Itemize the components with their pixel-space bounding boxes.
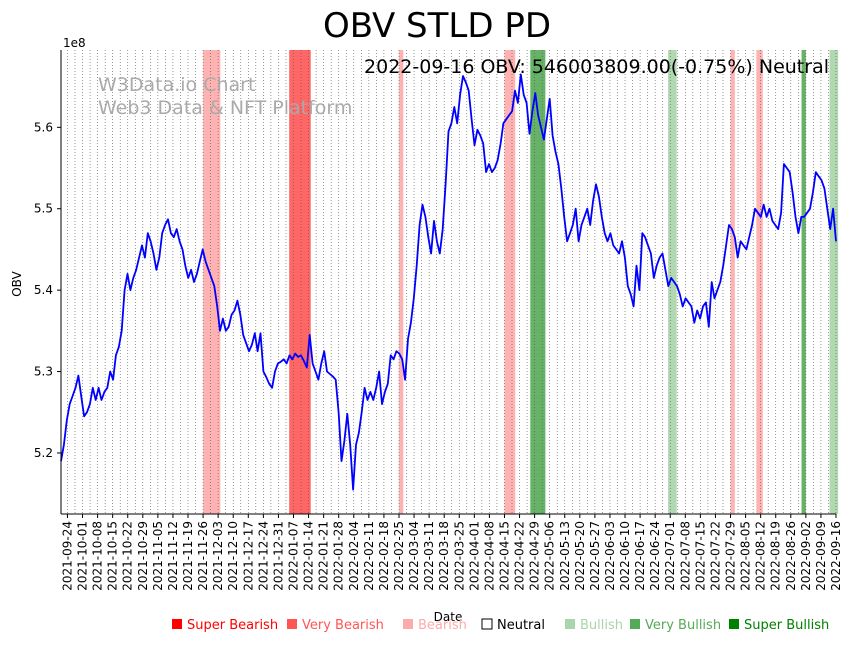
x-tick-label: 2021-12-17 — [241, 521, 255, 591]
series-line-obv — [60, 73, 837, 491]
annotation-text: 2022-09-16 OBV: 546003809.00(-0.75%) Neu… — [364, 56, 829, 78]
obv-series — [60, 73, 837, 491]
y-offset-label: 1e8 — [63, 36, 86, 50]
watermark-line-2: Web3 Data & NFT Platform — [98, 97, 352, 119]
x-tick-label: 2022-01-14 — [302, 521, 316, 591]
signal-band-9 — [829, 50, 839, 514]
chart-title: OBV STLD PD — [323, 6, 551, 46]
signal-band-6 — [730, 50, 735, 514]
x-tick-label: 2021-12-31 — [271, 521, 285, 591]
vertical-gridlines — [67, 50, 837, 514]
x-tick-label: 2021-11-19 — [181, 521, 195, 591]
x-tick-label: 2022-07-01 — [663, 521, 677, 591]
y-tick-label: 5.3 — [34, 365, 53, 379]
signal-band-8 — [801, 50, 806, 514]
x-tick-label: 2022-06-03 — [603, 521, 617, 591]
legend-label: Bearish — [418, 618, 467, 633]
legend-swatch — [729, 619, 739, 629]
signal-bands — [203, 50, 839, 514]
legend-swatch — [481, 618, 493, 630]
x-tick-label: 2022-07-29 — [724, 521, 738, 591]
x-tick-label: 2021-12-24 — [256, 521, 270, 591]
legend-swatch — [287, 619, 297, 629]
y-tick-label: 5.2 — [34, 446, 53, 460]
x-tick-label: 2021-12-03 — [211, 521, 225, 591]
legend-label: Very Bullish — [645, 618, 721, 633]
signal-band-1 — [289, 50, 311, 514]
x-tick-label: 2022-03-11 — [422, 521, 436, 591]
x-tick-label: 2022-06-24 — [648, 521, 662, 591]
legend-label: Neutral — [497, 618, 545, 633]
x-tick-label: 2022-04-01 — [467, 521, 481, 591]
x-tick-label: 2022-03-18 — [437, 521, 451, 591]
legend-swatch — [403, 619, 413, 629]
legend-label: Super Bullish — [744, 618, 829, 633]
x-tick-label: 2022-01-21 — [317, 521, 331, 591]
signal-band-2 — [398, 50, 404, 514]
x-tick-label: 2022-09-02 — [799, 521, 813, 591]
x-tick-label: 2022-07-15 — [693, 521, 707, 591]
signal-band-4 — [530, 50, 546, 514]
signal-band-5 — [668, 50, 677, 514]
watermark-line-1: W3Data.io Chart — [98, 74, 255, 96]
x-tick-label: 2021-11-12 — [166, 521, 180, 591]
x-tick-label: 2022-04-15 — [497, 521, 511, 591]
x-tick-label: 2021-10-15 — [106, 521, 120, 591]
x-tick-label: 2022-05-20 — [573, 521, 587, 591]
x-tick-label: 2021-10-01 — [76, 521, 90, 591]
signal-legend: Super Bearish Very Bearish Bearish Neutral B… — [172, 618, 829, 633]
x-tick-label: 2022-04-08 — [482, 521, 496, 591]
y-tick-label: 5.4 — [34, 283, 53, 297]
x-tick-label: 2022-03-04 — [407, 521, 421, 591]
x-tick-label: 2022-07-22 — [708, 521, 722, 591]
y-axis-label: OBV — [10, 270, 24, 296]
x-tick-label: 2022-08-19 — [769, 521, 783, 591]
x-tick-label: 2022-05-27 — [588, 521, 602, 591]
x-tick-label: 2021-10-08 — [91, 521, 105, 591]
x-tick-label: 2022-05-13 — [558, 521, 572, 591]
x-tick-label: 2022-08-05 — [739, 521, 753, 591]
legend-swatch — [565, 619, 575, 629]
x-tick-label: 2022-02-18 — [377, 521, 391, 591]
x-tick-label: 2021-11-26 — [196, 521, 210, 591]
x-tick-label: 2022-01-07 — [287, 521, 301, 591]
x-tick-label: 2022-03-25 — [452, 521, 466, 591]
x-tick-label: 2021-10-29 — [136, 521, 150, 591]
x-axis-label: Date — [434, 610, 463, 624]
legend-label: Super Bearish — [187, 618, 278, 633]
x-tick-label: 2022-08-12 — [754, 521, 768, 591]
x-tick-label: 2022-01-28 — [332, 521, 346, 591]
x-tick-label: 2022-07-08 — [678, 521, 692, 591]
legend-swatch — [172, 619, 182, 629]
x-tick-label: 2022-02-04 — [347, 521, 361, 591]
x-tick-label: 2021-09-24 — [60, 521, 74, 591]
x-tick-label: 2021-12-10 — [226, 521, 240, 591]
x-tick-label: 2021-10-22 — [121, 521, 135, 591]
y-tick-label: 5.6 — [34, 120, 53, 134]
x-tick-label: 2022-04-29 — [528, 521, 542, 591]
signal-band-0 — [203, 50, 221, 514]
x-tick-label: 2022-06-17 — [633, 521, 647, 591]
x-tick-label: 2021-11-05 — [151, 521, 165, 591]
legend-label: Very Bearish — [302, 618, 384, 633]
x-tick-label: 2022-02-11 — [362, 521, 376, 591]
y-tick-label: 5.5 — [34, 202, 53, 216]
x-tick-label: 2022-09-09 — [814, 521, 828, 591]
x-tick-label: 2022-08-26 — [784, 521, 798, 591]
signal-band-3 — [504, 50, 516, 514]
legend-swatch — [630, 619, 640, 629]
x-tick-label: 2022-09-16 — [829, 521, 843, 591]
signal-band-7 — [756, 50, 763, 514]
x-tick-label: 2022-04-22 — [513, 521, 527, 591]
x-tick-label: 2022-06-10 — [618, 521, 632, 591]
x-tick-label: 2022-05-06 — [543, 521, 557, 591]
x-tick-label: 2022-02-25 — [392, 521, 406, 591]
legend-label: Bullish — [580, 618, 623, 633]
